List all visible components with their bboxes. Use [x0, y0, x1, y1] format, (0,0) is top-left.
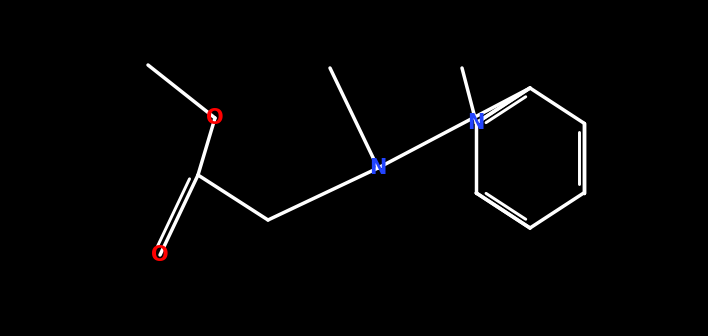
- Text: N: N: [370, 158, 387, 178]
- Text: N: N: [467, 113, 485, 133]
- Text: O: O: [152, 245, 169, 265]
- Text: O: O: [206, 108, 224, 128]
